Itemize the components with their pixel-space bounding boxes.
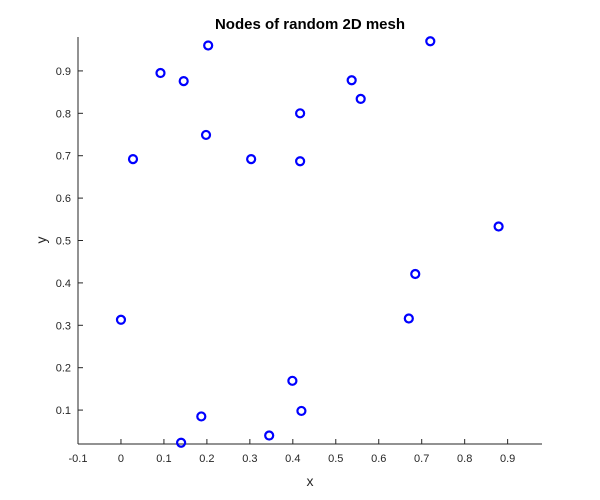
y-tick-label: 0.3 — [56, 320, 71, 332]
x-tick-label: 0.8 — [457, 453, 472, 465]
data-point — [196, 411, 207, 422]
y-tick-label: 0.8 — [56, 108, 71, 120]
data-point — [203, 40, 214, 51]
y-ticks: 0.1 0.2 0.3 0.4 0.5 0.6 0.7 0.8 0.9 — [56, 66, 83, 417]
data-point — [425, 36, 436, 47]
x-tick-label: 0.3 — [242, 453, 257, 465]
x-tick-label: -0.1 — [69, 453, 88, 465]
data-point — [115, 314, 127, 325]
x-ticks: -0.1 0 0.1 0.2 0.3 0.4 0.5 0.6 0.7 0.8 0.9 — [69, 439, 515, 465]
x-tick-label: 0.1 — [156, 453, 171, 465]
data-point — [178, 75, 189, 87]
y-tick-label: 0.6 — [56, 193, 71, 205]
y-tick-label: 0.2 — [56, 363, 71, 375]
y-tick-label: 0.7 — [56, 151, 71, 163]
x-tick-label: 0.5 — [328, 453, 343, 465]
data-point — [246, 154, 257, 165]
x-tick-label: 0.6 — [371, 453, 386, 465]
x-tick-label: 0.9 — [500, 453, 515, 465]
data-points — [115, 36, 504, 448]
data-point — [155, 67, 166, 79]
data-point — [287, 375, 298, 386]
x-tick-label: 0.4 — [285, 453, 300, 465]
y-tick-label: 0.5 — [56, 236, 71, 248]
y-tick-label: 0.9 — [56, 66, 71, 78]
y-tick-label: 0.1 — [56, 405, 71, 417]
data-point — [200, 129, 212, 141]
x-tick-label: 0 — [118, 453, 124, 465]
x-axis-label: x — [307, 473, 314, 489]
data-point — [493, 221, 504, 232]
data-point — [264, 430, 275, 441]
data-point — [410, 268, 421, 280]
data-point — [295, 156, 306, 167]
data-point — [176, 437, 187, 448]
data-point — [403, 313, 414, 324]
data-point — [127, 154, 139, 165]
y-axis-label: y — [33, 237, 49, 244]
chart-title: Nodes of random 2D mesh — [215, 16, 405, 33]
y-tick-label: 0.4 — [56, 278, 71, 290]
data-point — [346, 75, 357, 86]
x-tick-label: 0.2 — [199, 453, 214, 465]
x-tick-label: 0.7 — [414, 453, 429, 465]
axes — [77, 37, 542, 445]
data-point — [296, 405, 307, 417]
data-point — [295, 108, 306, 119]
data-point — [355, 93, 366, 104]
